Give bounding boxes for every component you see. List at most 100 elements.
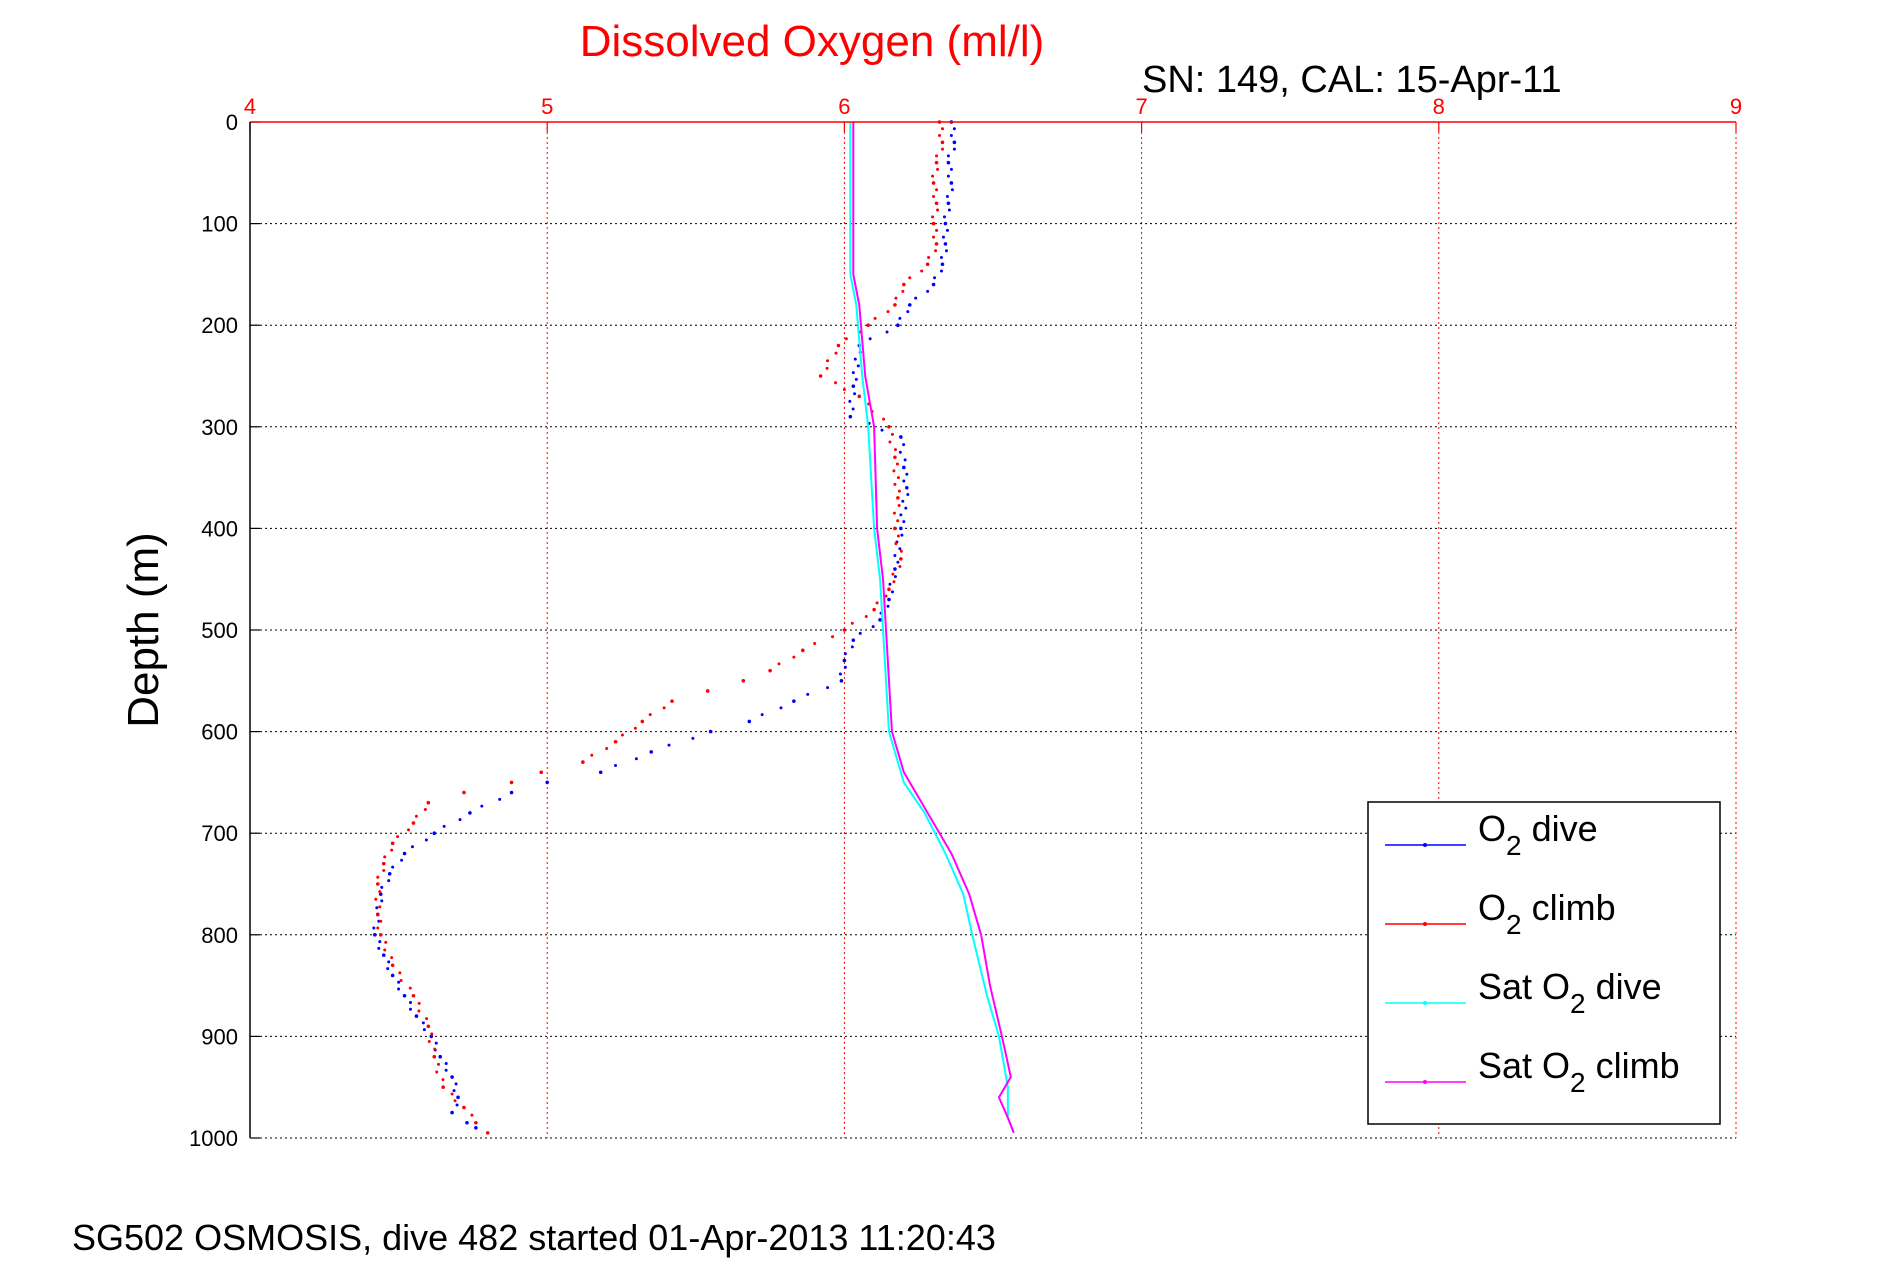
data-point [454, 1082, 458, 1086]
data-point [633, 726, 637, 730]
data-point [934, 160, 939, 165]
data-point [891, 572, 895, 576]
y-tick-label: 900 [201, 1024, 238, 1049]
data-point [450, 1110, 454, 1115]
data-point [398, 971, 402, 975]
legend-label-tail: climb [1586, 1045, 1680, 1086]
data-point [436, 1062, 440, 1066]
data-point [945, 228, 949, 232]
data-point [888, 582, 892, 586]
legend-label-subscript: 2 [1570, 988, 1586, 1019]
data-point [882, 417, 886, 421]
data-point [932, 195, 936, 199]
data-point [894, 542, 898, 546]
data-point [942, 215, 946, 219]
data-point [925, 262, 930, 267]
data-point [848, 414, 853, 419]
data-point [441, 1085, 445, 1089]
data-point [382, 868, 386, 872]
data-point [902, 479, 906, 483]
data-point [843, 665, 847, 669]
data-point [905, 472, 909, 476]
data-point [485, 1131, 490, 1135]
data-point [792, 655, 796, 659]
data-point [899, 435, 903, 439]
data-point [378, 933, 383, 937]
data-point [946, 174, 950, 178]
data-point [898, 547, 902, 551]
data-point [935, 154, 939, 158]
data-point [831, 635, 835, 639]
data-point [613, 739, 618, 744]
data-point [934, 242, 939, 246]
data-point [760, 713, 764, 717]
data-point [906, 493, 910, 497]
data-point [887, 587, 891, 592]
data-point [450, 1075, 454, 1079]
data-point [380, 885, 384, 889]
data-point [417, 1001, 421, 1005]
data-point [896, 496, 900, 500]
data-point [444, 1068, 448, 1072]
data-point [411, 821, 416, 825]
x-tick-label: 9 [1730, 94, 1742, 119]
data-point [545, 780, 549, 785]
legend-label-subscript: 2 [1570, 1067, 1586, 1098]
data-point [374, 897, 378, 901]
data-point [851, 384, 856, 388]
data-point [939, 255, 943, 259]
y-tick-label: 1000 [189, 1126, 238, 1151]
legend-label-tail: dive [1522, 808, 1598, 849]
data-point [376, 875, 380, 879]
data-point [902, 443, 906, 447]
data-point [935, 228, 939, 232]
data-point [940, 127, 944, 131]
y-tick-label: 0 [226, 110, 238, 135]
y-tick-label: 200 [201, 313, 238, 338]
data-point [900, 533, 904, 537]
data-point [430, 1032, 434, 1036]
data-point [931, 221, 936, 226]
chart-title: Dissolved Oxygen (ml/l) [580, 17, 1045, 66]
data-point [947, 208, 951, 212]
y-tick-label: 800 [201, 923, 238, 948]
data-point [854, 377, 858, 381]
data-point [387, 879, 391, 883]
data-point [943, 221, 948, 226]
data-point [414, 814, 418, 818]
data-point [670, 699, 674, 703]
data-point [893, 567, 897, 571]
data-point [875, 601, 879, 605]
data-point [834, 351, 838, 355]
data-point [777, 662, 781, 666]
data-point [427, 1039, 431, 1043]
data-point [648, 713, 652, 717]
data-point [598, 770, 603, 775]
data-point [422, 1028, 426, 1032]
data-point [826, 686, 830, 690]
data-point [649, 750, 654, 754]
data-point [386, 967, 390, 971]
data-point [705, 689, 710, 693]
data-point [950, 188, 954, 192]
data-point [391, 865, 395, 869]
series-line [852, 122, 1015, 1134]
data-point [896, 560, 900, 564]
data-point [843, 652, 847, 656]
data-point [844, 337, 848, 341]
data-point [498, 797, 502, 801]
legend-label-main: O [1478, 808, 1506, 849]
data-point [407, 828, 411, 832]
data-point [940, 262, 945, 267]
data-point [376, 926, 380, 930]
data-point [936, 167, 940, 171]
data-point [433, 1047, 437, 1051]
data-point [414, 1014, 419, 1018]
data-point [898, 565, 902, 568]
data-point [890, 590, 894, 594]
data-point [399, 979, 403, 983]
data-point [905, 485, 909, 490]
data-point [946, 201, 951, 206]
data-point [402, 851, 407, 856]
data-point [470, 1113, 474, 1117]
